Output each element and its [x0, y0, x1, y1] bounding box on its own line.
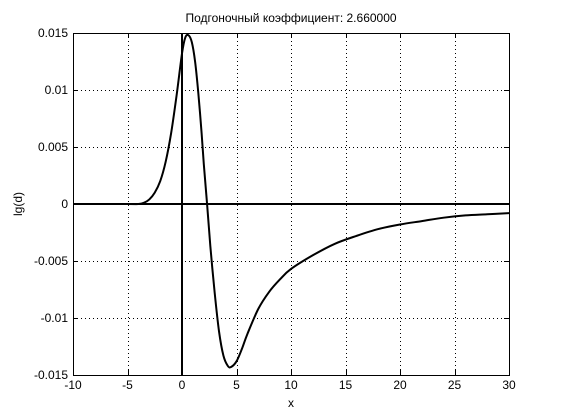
x-tick-label: 30 [502, 378, 516, 392]
chart-title: Подгоночный коэффициент: 2.660000 [185, 11, 396, 25]
y-tick-label: -0.005 [34, 254, 68, 268]
x-tick-label: 10 [284, 378, 298, 392]
x-axis-label: x [288, 396, 294, 410]
y-axis-label: lg(d) [11, 192, 25, 216]
x-tick-label: 5 [233, 378, 240, 392]
y-tick-label: -0.01 [41, 311, 69, 325]
tick-layer: -10 -5 0 5 10 15 20 25 30 -0.015 -0.01 -0.005 0 0.005… [34, 26, 516, 392]
series-line [73, 33, 510, 369]
x-tick-label: 20 [393, 378, 407, 392]
y-tick-label: 0.015 [38, 26, 68, 40]
y-tick-label: -0.015 [34, 368, 68, 382]
y-tick-label: 0 [61, 197, 68, 211]
reference-lines [73, 33, 509, 375]
y-tick-label: 0.005 [38, 140, 68, 154]
x-tick-label: 25 [448, 378, 462, 392]
x-tick-label: -5 [122, 378, 133, 392]
y-tick-label: 0.01 [45, 83, 69, 97]
x-tick-label: 15 [339, 378, 353, 392]
x-tick-label: 0 [179, 378, 186, 392]
series-layer [73, 33, 510, 369]
x-tick-label: -10 [64, 378, 82, 392]
